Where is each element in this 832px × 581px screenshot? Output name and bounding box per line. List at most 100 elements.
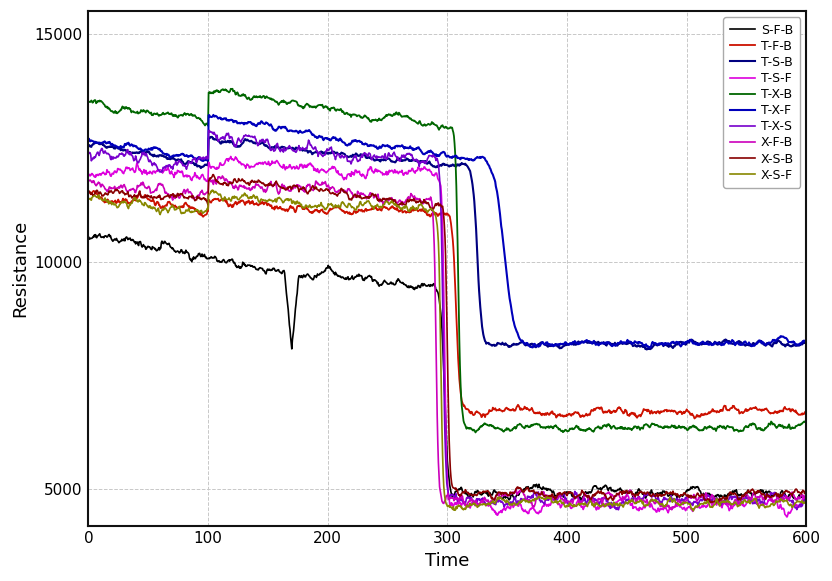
- T-S-B: [641, 346, 651, 353]
- T-X-F: [527, 344, 537, 351]
- X-F-B: [666, 506, 676, 513]
- Line: T-X-S: T-X-S: [88, 130, 806, 510]
- Line: T-X-F: T-X-F: [88, 115, 806, 347]
- Line: T-S-F: T-S-F: [88, 156, 806, 517]
- T-X-F: [801, 337, 811, 344]
- X-S-F: [635, 497, 645, 504]
- T-F-B: [248, 198, 258, 205]
- X-F-B: [534, 492, 544, 499]
- T-S-B: [206, 134, 216, 141]
- T-S-B: [310, 149, 320, 156]
- T-S-F: [801, 499, 811, 506]
- T-X-F: [83, 136, 93, 143]
- T-S-F: [310, 166, 320, 173]
- T-F-B: [321, 210, 331, 217]
- T-X-F: [310, 134, 320, 141]
- X-F-B: [635, 496, 645, 503]
- T-S-B: [321, 150, 331, 157]
- X-F-B: [217, 173, 227, 180]
- T-X-B: [561, 426, 571, 433]
- T-S-F: [321, 169, 331, 176]
- Line: X-F-B: X-F-B: [88, 176, 806, 510]
- X-S-B: [711, 500, 721, 507]
- X-axis label: Time: Time: [425, 552, 469, 570]
- T-S-B: [248, 139, 258, 146]
- Line: S-F-B: S-F-B: [88, 234, 806, 500]
- Line: T-X-B: T-X-B: [88, 89, 806, 432]
- X-S-B: [321, 185, 331, 192]
- T-X-S: [560, 496, 570, 503]
- X-S-F: [534, 494, 544, 501]
- X-F-B: [248, 183, 258, 190]
- T-S-F: [781, 514, 791, 521]
- S-F-B: [801, 494, 811, 501]
- X-S-F: [801, 500, 811, 507]
- T-S-B: [83, 142, 93, 149]
- T-S-F: [534, 508, 544, 515]
- S-F-B: [95, 230, 105, 237]
- T-X-B: [471, 429, 481, 436]
- X-S-F: [688, 507, 698, 514]
- T-S-B: [560, 341, 570, 348]
- T-X-B: [635, 426, 645, 433]
- T-X-F: [208, 112, 218, 119]
- T-F-B: [560, 413, 570, 419]
- X-F-B: [83, 178, 93, 185]
- T-F-B: [83, 188, 93, 195]
- X-S-B: [801, 489, 811, 496]
- X-S-B: [310, 185, 320, 192]
- T-F-B: [635, 411, 645, 418]
- X-S-B: [208, 171, 218, 178]
- Line: T-S-B: T-S-B: [88, 137, 806, 349]
- S-F-B: [310, 272, 320, 279]
- T-X-S: [801, 495, 811, 502]
- T-X-B: [535, 422, 545, 429]
- T-X-S: [635, 496, 645, 503]
- T-X-F: [321, 135, 331, 142]
- T-X-B: [225, 85, 235, 92]
- T-X-S: [310, 144, 320, 150]
- S-F-B: [83, 234, 93, 241]
- X-S-F: [321, 205, 331, 211]
- Line: X-S-B: X-S-B: [88, 175, 806, 503]
- T-X-F: [561, 339, 571, 346]
- T-S-B: [534, 340, 544, 347]
- T-X-S: [321, 147, 331, 154]
- T-F-B: [690, 415, 700, 422]
- X-S-B: [248, 178, 258, 185]
- X-S-F: [310, 202, 320, 209]
- S-F-B: [635, 487, 645, 494]
- T-X-B: [310, 103, 320, 110]
- S-F-B: [534, 484, 544, 491]
- T-S-F: [225, 153, 235, 160]
- T-S-F: [248, 163, 258, 170]
- S-F-B: [248, 264, 258, 271]
- X-S-B: [83, 187, 93, 194]
- T-X-F: [248, 121, 258, 128]
- T-S-B: [801, 341, 811, 348]
- X-F-B: [321, 182, 331, 189]
- T-X-F: [635, 339, 645, 346]
- X-S-F: [83, 196, 93, 203]
- X-F-B: [560, 499, 570, 506]
- T-F-B: [801, 409, 811, 416]
- T-X-S: [248, 134, 258, 141]
- T-X-S: [83, 149, 93, 156]
- X-S-F: [560, 504, 570, 511]
- X-F-B: [801, 498, 811, 505]
- X-F-B: [310, 182, 320, 189]
- T-X-B: [321, 103, 331, 110]
- X-S-F: [207, 187, 217, 193]
- T-F-B: [534, 408, 544, 415]
- X-S-B: [560, 489, 570, 496]
- T-S-F: [635, 504, 645, 511]
- T-X-S: [204, 127, 214, 134]
- T-F-B: [89, 188, 99, 195]
- T-X-F: [535, 342, 545, 349]
- X-S-B: [635, 489, 645, 496]
- T-X-B: [801, 421, 811, 428]
- T-X-B: [248, 94, 258, 101]
- T-X-B: [83, 99, 93, 106]
- Line: X-S-F: X-S-F: [88, 190, 806, 511]
- Legend: S-F-B, T-F-B, T-S-B, T-S-F, T-X-B, T-X-F, T-X-S, X-F-B, X-S-B, X-S-F: S-F-B, T-F-B, T-S-B, T-S-F, T-X-B, T-X-F…: [723, 17, 800, 188]
